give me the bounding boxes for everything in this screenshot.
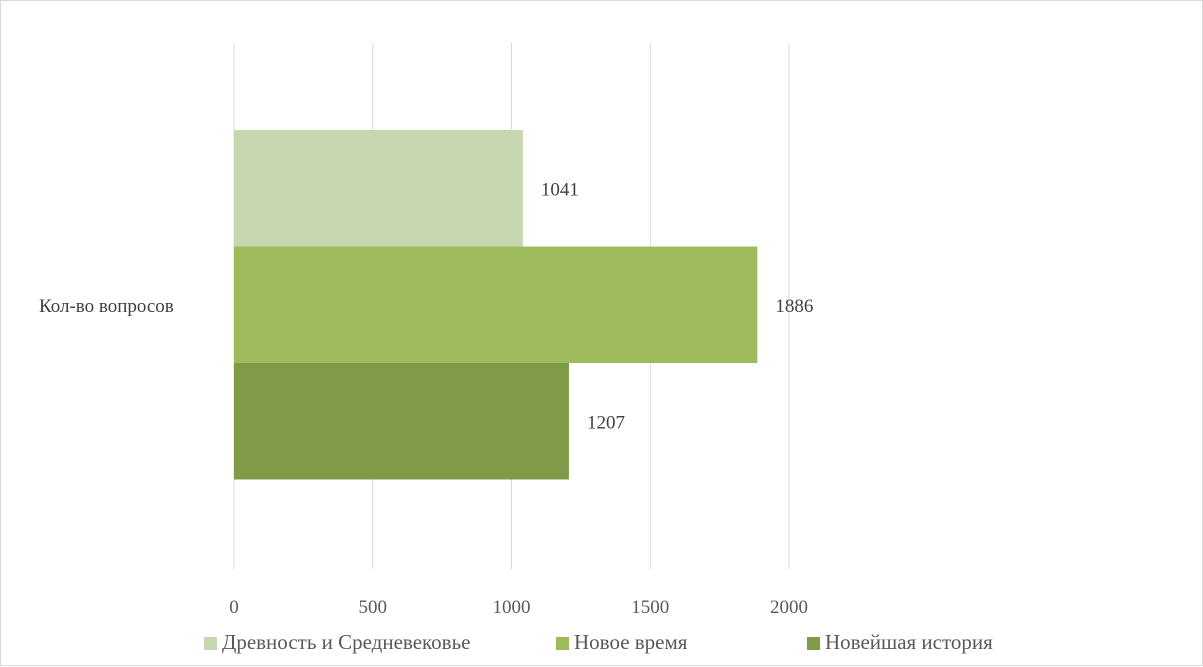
legend-label: Новейшая история (825, 630, 993, 654)
x-tick-label: 2000 (770, 597, 808, 618)
x-tick-label: 1000 (493, 597, 531, 618)
legend-swatch (807, 637, 820, 650)
bar-2 (234, 246, 758, 363)
labels: 0 500 1000 1500 2000 1041 1886 1207 Кол-во вопро… (39, 179, 813, 618)
legend-swatch (204, 637, 217, 650)
data-label: 1886 (775, 296, 813, 317)
bar-3 (234, 363, 569, 480)
data-label: 1041 (541, 179, 579, 200)
bars (234, 130, 758, 480)
x-tick-label: 1500 (631, 597, 669, 618)
legend-label: Новое время (574, 630, 688, 654)
category-label: Кол-во вопросов (39, 296, 174, 317)
bar-1 (234, 130, 523, 247)
x-tick-label: 500 (359, 597, 388, 618)
x-tick-label: 0 (229, 597, 239, 618)
legend: Древность и Средневековье Новое время Нове… (204, 630, 993, 654)
data-label: 1207 (587, 412, 625, 433)
legend-swatch (556, 637, 569, 650)
legend-label: Древность и Средневековье (222, 630, 471, 654)
